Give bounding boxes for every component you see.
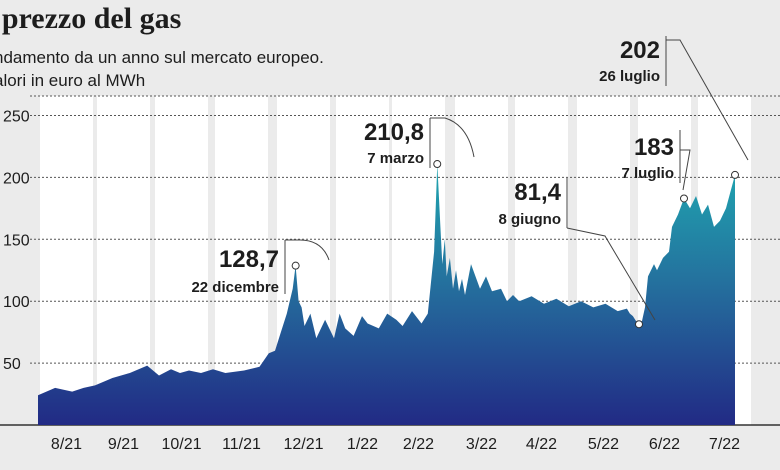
y-tick-label-200: 200	[3, 170, 30, 187]
annotation-point	[680, 194, 688, 203]
x-tick-label-3/22: 3/22	[466, 436, 497, 453]
x-tick-label-4/22: 4/22	[526, 436, 557, 453]
x-axis-labels: 8/21 9/21 10/21 11/21 12/21 1/22 2/22 3/22 4/22 5…	[51, 436, 740, 453]
month-band-10/21	[155, 96, 208, 425]
y-tick-label-100: 100	[3, 294, 30, 311]
annotation-point	[433, 160, 442, 169]
y-axis-labels: 50 100 150 200 250	[3, 109, 30, 374]
annotation-value: 81,4	[514, 179, 561, 206]
annotations: 128,7 22 dicembre 210,8 7 marzo 81,4 8 giugno…	[191, 36, 749, 329]
annotation-label: 7 marzo	[367, 150, 424, 167]
x-tick-label-11/21: 11/21	[222, 436, 261, 453]
annotation-leader	[666, 39, 749, 161]
x-tick-label-12/21: 12/21	[283, 436, 323, 453]
y-tick-label-150: 150	[3, 232, 30, 249]
price-area-fill	[38, 164, 735, 425]
annotation-label: 7 luglio	[622, 165, 675, 182]
annotation-point	[635, 320, 643, 329]
annotation-value: 128,7	[219, 246, 279, 273]
annotation-label: 26 luglio	[599, 68, 660, 85]
price-area	[38, 164, 735, 425]
month-band-8/21	[40, 96, 93, 425]
x-tick-label-7/22: 7/22	[709, 436, 740, 453]
x-tick-label-8/21: 8/21	[51, 436, 82, 453]
x-tick-label-5/22: 5/22	[588, 436, 619, 453]
y-tick-label-50: 50	[3, 356, 21, 373]
x-tick-label-6/22: 6/22	[649, 436, 680, 453]
y-tick-label-250: 250	[3, 109, 30, 126]
annotation-leader	[566, 227, 656, 321]
annotation-leader	[680, 149, 691, 191]
annotation-leader	[430, 117, 475, 158]
annotation-leader	[285, 239, 330, 261]
chart-subtitle-line1: ndamento da un anno sul mercato europeo.	[0, 48, 324, 67]
x-tick-label-10/21: 10/21	[161, 436, 201, 453]
annotation-value: 183	[634, 134, 674, 161]
annotation-label: 8 giugno	[499, 211, 562, 228]
annotation-value: 202	[620, 37, 660, 64]
annotation-point	[731, 170, 739, 179]
x-tick-label-1/22: 1/22	[347, 436, 378, 453]
chart-subtitle-line2: alori in euro al MWh	[0, 71, 146, 90]
x-tick-label-9/21: 9/21	[108, 436, 139, 453]
chart-title: l prezzo del gas	[0, 2, 182, 35]
annotation-point	[291, 261, 300, 270]
annotation-value: 210,8	[364, 119, 424, 146]
x-tick-label-2/22: 2/22	[403, 436, 434, 453]
annotation-label: 22 dicembre	[191, 279, 279, 296]
